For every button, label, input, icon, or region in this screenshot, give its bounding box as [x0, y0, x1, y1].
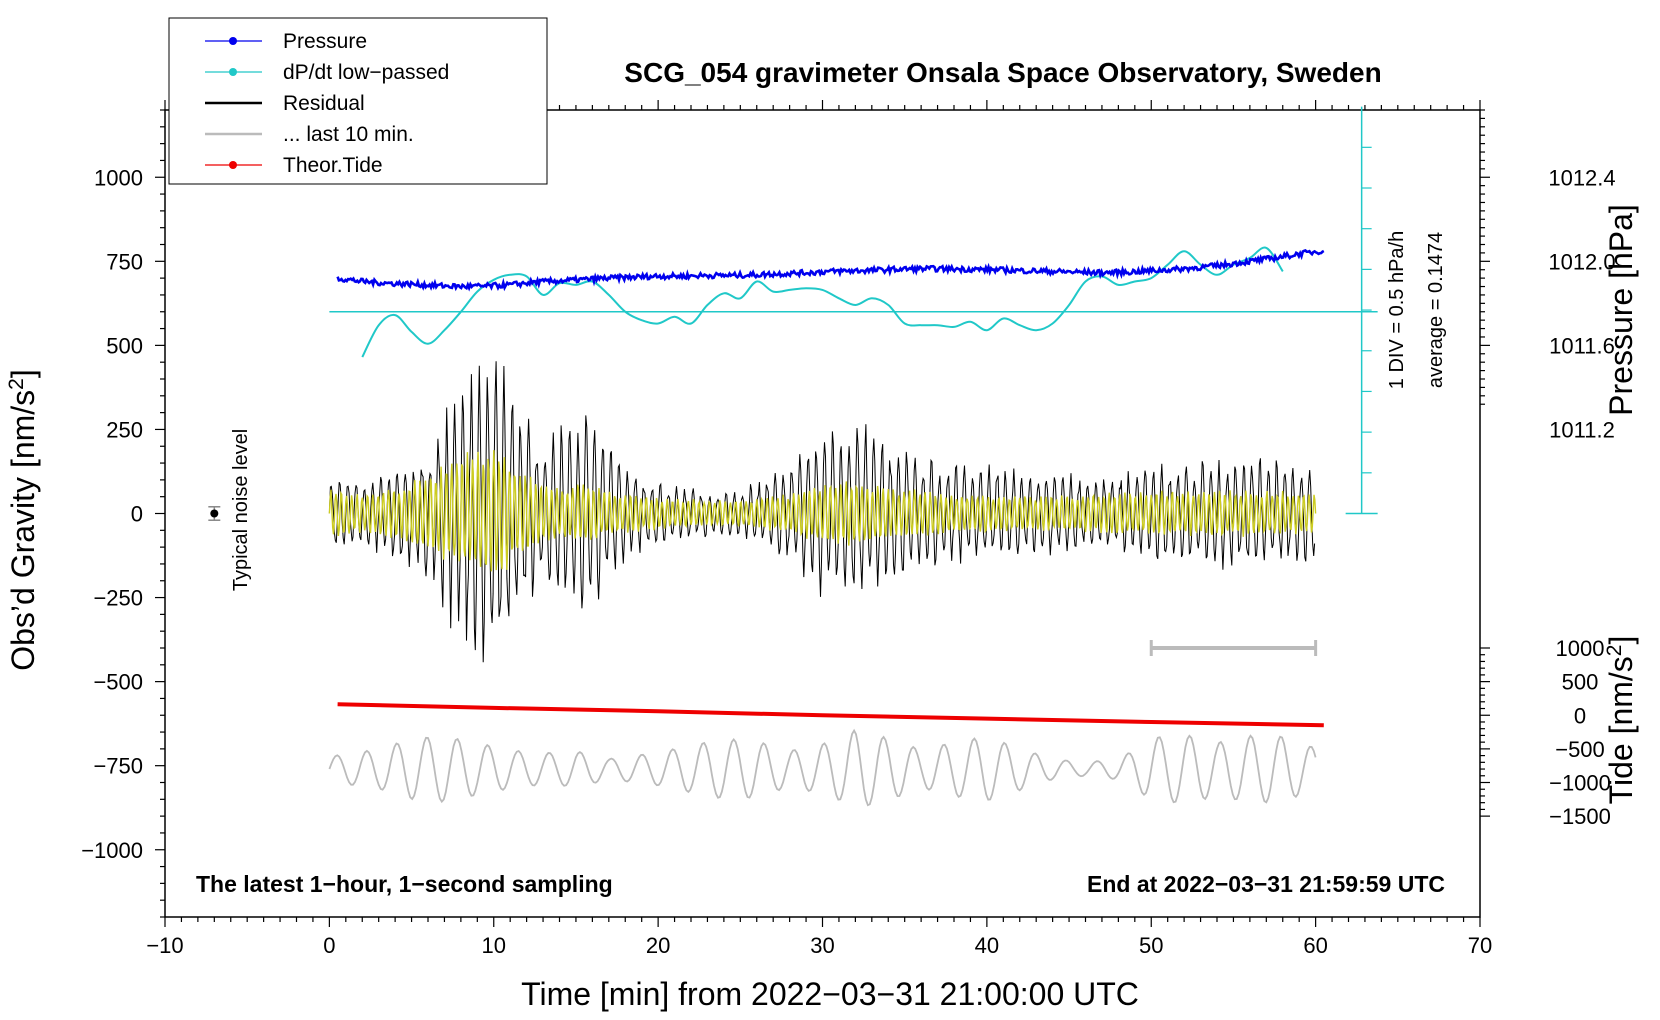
tide-axis-ticks: 1000 500 0 −500 −1000 −1500	[1480, 636, 1611, 829]
tide-tick-label: −500	[1555, 737, 1605, 762]
pressure-trace	[336, 249, 1325, 292]
legend-label: Residual	[283, 92, 365, 115]
legend-marker	[229, 68, 237, 76]
pressure-tick-label: 1012.0	[1548, 249, 1615, 274]
pressure-tick-label: 1011.6	[1549, 333, 1615, 358]
pressure-tick-label: 1011.2	[1549, 417, 1615, 442]
x-tick-label: −10	[146, 933, 183, 958]
x-tick-label: 40	[975, 933, 999, 958]
y-tick-label: 250	[106, 417, 143, 442]
x-tick-label: 50	[1139, 933, 1163, 958]
x-tick-label: 60	[1303, 933, 1327, 958]
legend-label: Theor.Tide	[283, 154, 383, 177]
x-axis-title: Time [min] from 2022−03−31 21:00:00 UTC	[521, 976, 1139, 1012]
x-tick-label: 30	[810, 933, 834, 958]
tide-tick-label: −1000	[1549, 771, 1611, 796]
tide-tick-label: 0	[1574, 703, 1586, 728]
x-tick-label: 0	[323, 933, 335, 958]
y-tick-label: 1000	[94, 165, 143, 190]
y-tick-label: −250	[93, 586, 143, 611]
bottom-left-caption: The latest 1−hour, 1−second sampling	[196, 871, 613, 897]
dpdt-div-label: 1 DIV = 0.5 hPa/h	[1386, 231, 1408, 389]
x-tick-label: 20	[646, 933, 670, 958]
legend-marker	[229, 161, 237, 169]
dpdt-trace	[361, 246, 1284, 358]
tide-tick-label: −1500	[1549, 804, 1611, 829]
tide-trace	[337, 702, 1324, 728]
tide-axis-title: Tide [nm/s2]	[1603, 636, 1640, 805]
y-tick-label: 750	[106, 249, 143, 274]
pressure-axis-ticks: 1012.4 1012.0 1011.6 1011.2	[1480, 109, 1616, 442]
noise-marker-dot	[210, 509, 219, 518]
y-left-axis-ticks: 1000 750 500 250 0 −250 −500 −750 −1000	[81, 109, 165, 918]
x-tick-label: 70	[1468, 933, 1492, 958]
series-group	[208, 246, 1325, 807]
y-left-axis-title: Obs’d Gravity [nm/s2]	[5, 369, 42, 671]
dpdt-scale-bar	[329, 106, 1378, 515]
legend-box	[168, 17, 548, 185]
bottom-right-caption: End at 2022−03−31 21:59:59 UTC	[1087, 871, 1445, 897]
pressure-axis-title: Pressure [hPa]	[1603, 204, 1639, 416]
legend-marker	[229, 37, 237, 45]
tide-tick-label: 1000	[1556, 636, 1605, 661]
chart-title: SCG_054 gravimeter Onsala Space Observat…	[624, 57, 1381, 88]
tide-tick-label: 500	[1562, 670, 1599, 695]
x-tick-label: 10	[482, 933, 506, 958]
y-tick-label: −500	[93, 670, 143, 695]
pressure-tick-label: 1012.4	[1548, 165, 1615, 190]
legend-label: Pressure	[283, 30, 367, 53]
y-tick-label: 0	[131, 502, 143, 527]
y-tick-label: −750	[93, 754, 143, 779]
legend-label: ... last 10 min.	[283, 123, 414, 146]
y-tick-label: −1000	[81, 838, 143, 863]
y-tick-label: 500	[106, 333, 143, 358]
legend: Pressure dP/dt low−passed Residual ... last…	[168, 17, 548, 185]
last10-trace	[328, 728, 1317, 807]
residual-filtered-trace	[328, 450, 1317, 572]
legend-label: dP/dt low−passed	[283, 61, 449, 84]
noise-level-label: Typical noise level	[230, 429, 252, 591]
dpdt-average-label: average = 0.1474	[1425, 232, 1447, 388]
